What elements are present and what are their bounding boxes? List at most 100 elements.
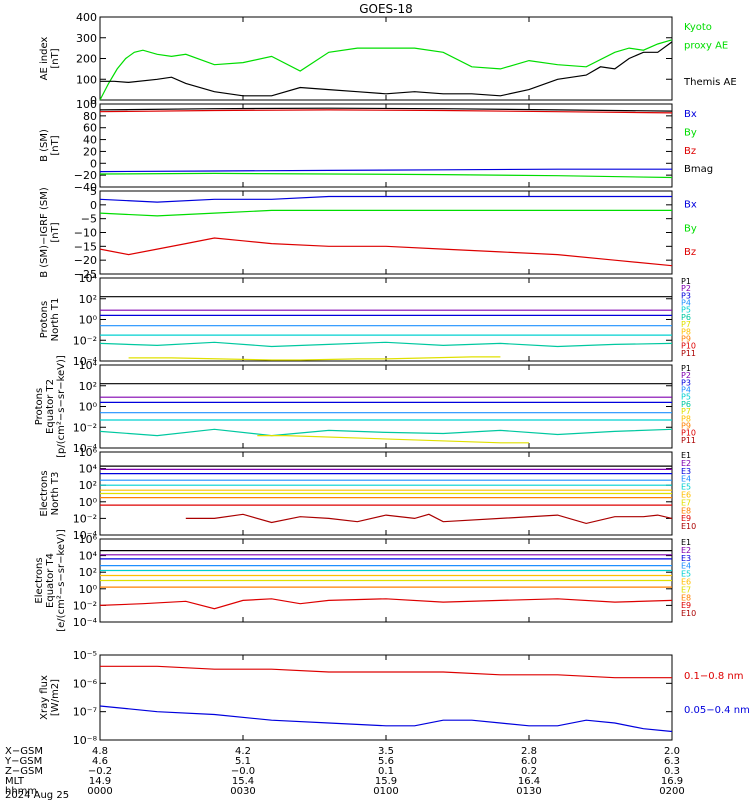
y-tick-label: 0 (90, 199, 97, 212)
y-axis-label: [nT] (50, 222, 61, 242)
y-tick-label: 10⁻⁸ (73, 734, 98, 747)
x-axis-value: 4.8 (92, 746, 108, 757)
y-tick-label: 10⁻⁴ (73, 442, 98, 455)
y-axis-label: [nT] (50, 135, 61, 155)
panel-ee: 10⁶ 10⁴ 10² 10⁰ 10⁻² 10⁻⁴ Electrons Equator T4[… (34, 529, 696, 632)
legend-item: E5 (681, 483, 691, 492)
legend-item: E7 (681, 585, 691, 594)
series-kyoto-proxy-ae (99, 39, 673, 101)
series-p6 (99, 428, 673, 437)
legend-item: P6 (681, 400, 691, 409)
legend-item: E5 (681, 570, 691, 579)
legend-item: E3 (681, 467, 691, 476)
y-axis-label: [W/m2] (50, 679, 61, 716)
series-p7 (128, 356, 501, 361)
legend-item: By (684, 223, 697, 234)
y-tick-label: 0 (90, 94, 97, 107)
series-by (99, 209, 672, 217)
y-tick-label: −5 (81, 213, 97, 226)
y-tick-label: 0 (90, 157, 97, 170)
panel-pe: 10⁴ 10² 10⁰ 10⁻² 10⁻⁴ Protons Equator T2 [p/(cm… (34, 355, 696, 458)
y-tick-label: 80 (83, 110, 97, 123)
y-tick-label: 10⁻² (73, 334, 97, 347)
legend-item: P5 (681, 393, 691, 402)
x-axis-value: 5.6 (378, 756, 394, 767)
y-axis-label: Protons (39, 301, 50, 338)
legend-item: E4 (681, 475, 691, 484)
y-tick-label: 10⁻⁶ (73, 677, 98, 690)
x-axis-value: 0.1 (378, 766, 394, 777)
series-by (99, 172, 673, 179)
legend-item: E6 (681, 491, 691, 500)
panel-pn: 10⁴ 10² 10⁰ 10⁻² 10⁻⁴ Protons North T1 P1P2P3P4… (39, 272, 696, 368)
y-tick-label: 100 (76, 73, 97, 86)
panel-xray: 10⁻⁵ 10⁻⁶ 10⁻⁷ 10⁻⁸ Xray flux [W/m2] 0.1−0.8 n… (39, 649, 750, 747)
y-tick-label: 10⁶ (79, 533, 98, 546)
y-tick-label: 10⁻⁴ (73, 529, 98, 542)
x-axis-value: −0.0 (231, 766, 255, 777)
legend-item: P4 (681, 299, 691, 308)
y-axis-label: Equator T4 (45, 553, 56, 608)
y-tick-label: 10⁻² (73, 421, 97, 434)
panel-frame (99, 190, 673, 275)
legend-item: P5 (681, 306, 691, 315)
y-axis-label: [p/(cm²−s−sr−keV)] (56, 355, 67, 458)
x-axis-value: 3.5 (378, 746, 394, 757)
y-axis-label: Electrons (39, 470, 50, 516)
x-axis-value: 0130 (516, 786, 541, 797)
y-tick-label: −40 (74, 181, 97, 194)
y-axis-label: Xray flux (39, 675, 50, 720)
panel-bigrf: 50−5−10−15−20−25 B (SM)−IGRF (SM) [nT] Bx By… (39, 185, 697, 281)
legend-item: P8 (681, 327, 691, 336)
y-tick-label: 200 (76, 53, 97, 66)
x-axis-value: −0.2 (88, 766, 112, 777)
legend-item: E1 (681, 451, 691, 460)
y-tick-label: −20 (74, 254, 97, 267)
y-axis-label: North T1 (50, 298, 61, 342)
x-axis-value: 16.9 (661, 776, 683, 787)
series-themis-ae (100, 41, 673, 97)
legend-item: P6 (681, 313, 691, 322)
x-axis-value: 6.0 (521, 756, 537, 767)
series-0-05-0-4-nm (99, 705, 673, 733)
y-axis-label: B (SM) (39, 129, 50, 162)
legend-item: proxy AE (684, 40, 728, 51)
y-tick-label: −10 (74, 227, 97, 240)
legend-item: E10 (681, 522, 696, 531)
legend-item: P10 (681, 429, 696, 438)
y-tick-label: 10⁻⁷ (73, 706, 97, 719)
x-row-label: hhmm (5, 786, 37, 797)
legend-item: 0.1−0.8 nm (684, 671, 743, 682)
x-axis-value: 0000 (87, 786, 112, 797)
legend-item: P3 (681, 378, 691, 387)
legend-item: E7 (681, 498, 691, 507)
legend-item: E2 (681, 459, 691, 468)
series-p7 (257, 435, 529, 444)
x-axis-value: 0.3 (664, 766, 680, 777)
x-axis-value: 4.6 (92, 756, 108, 767)
legend-item: P4 (681, 386, 691, 395)
x-row-label: MLT (5, 776, 25, 787)
x-axis-value: 0200 (659, 786, 684, 797)
series-bz (99, 237, 673, 267)
series-bx (99, 168, 672, 173)
y-tick-label: 10² (79, 293, 97, 306)
x-axis-value: 4.2 (235, 746, 251, 757)
y-tick-label: 10⁻⁴ (73, 355, 98, 368)
legend-item: P2 (681, 284, 691, 293)
series-p6 (99, 341, 673, 348)
y-tick-label: −15 (74, 240, 97, 253)
y-tick-label: 10⁴ (79, 550, 98, 563)
y-tick-label: −20 (74, 169, 97, 182)
y-tick-label: −25 (74, 268, 97, 281)
legend-item: P1 (681, 364, 691, 373)
legend-item: E8 (681, 593, 691, 602)
legend-item: P9 (681, 334, 691, 343)
y-tick-label: 10⁻² (73, 512, 97, 525)
legend-item: P8 (681, 414, 691, 423)
x-axis-value: 0.2 (521, 766, 537, 777)
series-e9 (99, 598, 673, 610)
legend-item: Bz (684, 146, 696, 157)
